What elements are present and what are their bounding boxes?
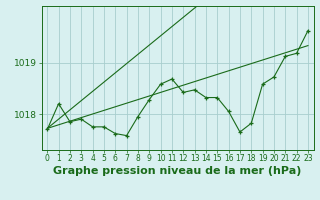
X-axis label: Graphe pression niveau de la mer (hPa): Graphe pression niveau de la mer (hPa) (53, 166, 302, 176)
